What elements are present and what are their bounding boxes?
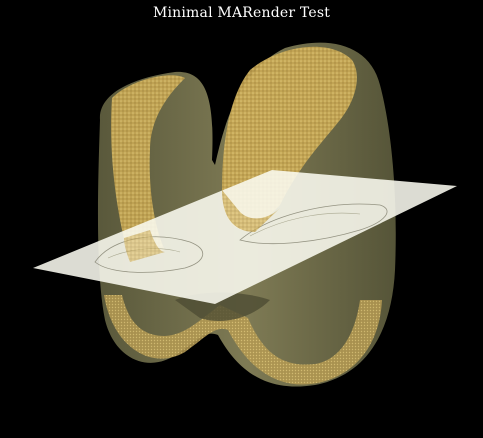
window-title: Minimal MARender Test bbox=[152, 5, 331, 21]
condyle-upper-overlay bbox=[124, 190, 280, 262]
cutting-plane[interactable] bbox=[33, 170, 457, 304]
